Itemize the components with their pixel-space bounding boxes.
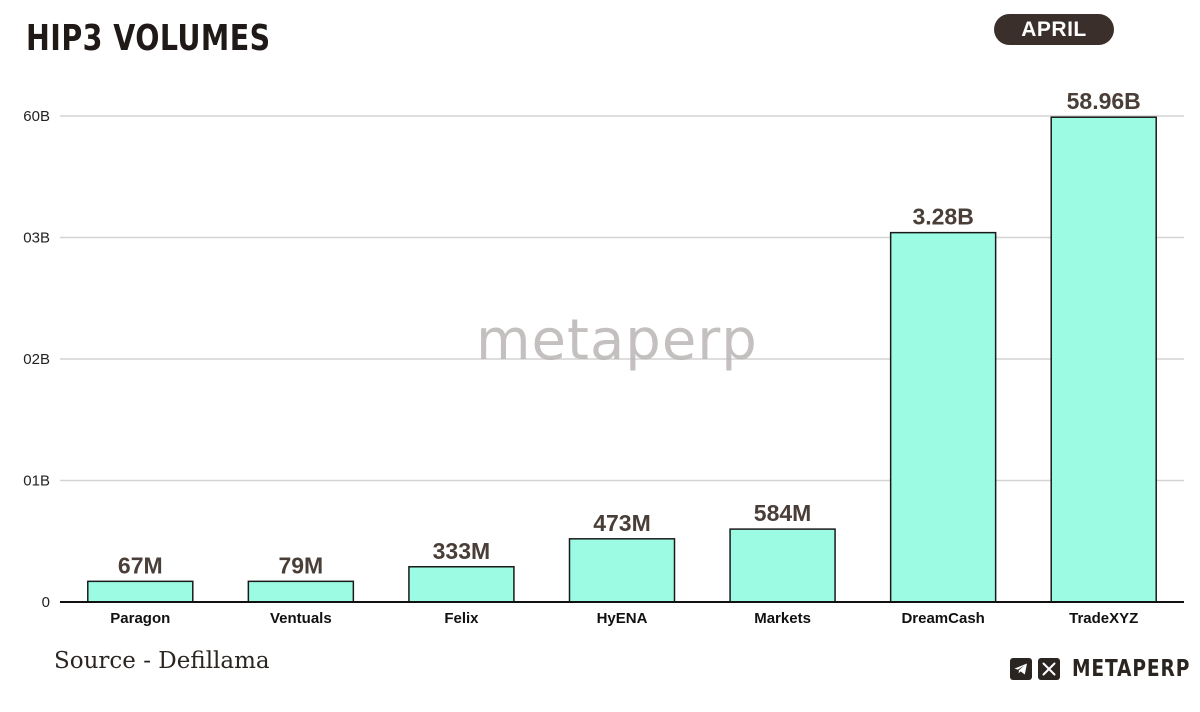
x-label-ventuals: Ventuals (270, 610, 332, 627)
x-axis-labels: Paragon Ventuals Felix HyENA Markets DreamCas… (110, 610, 1138, 627)
brand-name: METAPERP (1072, 656, 1191, 682)
bar-markets (729, 528, 836, 603)
bar-dreamcash (889, 231, 997, 603)
brand-footer: METAPERP (1010, 656, 1200, 682)
value-label-markets: 584M (754, 500, 812, 526)
x-label-dreamcash: DreamCash (901, 610, 984, 627)
bar-paragon (87, 580, 194, 603)
y-tick-label: 03B (23, 230, 50, 247)
bar-ventuals (247, 580, 355, 603)
y-tick-label: 01B (23, 473, 50, 490)
telegram-icon[interactable] (1010, 658, 1032, 680)
y-tick-label: 02B (23, 351, 50, 368)
value-label-felix: 333M (433, 538, 491, 564)
bar-tradexyz (1050, 116, 1157, 603)
x-icon[interactable] (1038, 658, 1060, 680)
bars (87, 116, 1157, 603)
x-label-tradexyz: TradeXYZ (1069, 610, 1138, 627)
value-label-tradexyz: 58.96B (1067, 88, 1141, 114)
y-tick-label: 0 (42, 594, 50, 611)
x-label-paragon: Paragon (110, 610, 170, 627)
value-label-ventuals: 79M (278, 552, 323, 578)
source-credit: Source - Defillama (54, 648, 270, 674)
watermark: metaperp (476, 308, 758, 373)
value-label-hyena: 473M (593, 510, 651, 536)
value-label-dreamcash: 3.28B (912, 204, 973, 230)
gridlines (60, 115, 1184, 482)
value-label-paragon: 67M (118, 552, 163, 578)
bar-hyena (568, 538, 676, 603)
bar-felix (408, 566, 515, 603)
y-axis-ticks: 0 01B 02B 03B 60B (23, 108, 50, 611)
x-label-markets: Markets (754, 610, 811, 627)
y-tick-label: 60B (23, 108, 50, 125)
chart-title: HIP3 VOLUMES (26, 18, 271, 59)
period-label: APRIL (1021, 17, 1087, 41)
period-badge: APRIL (994, 14, 1114, 45)
x-label-felix: Felix (444, 610, 479, 627)
bar-value-labels: 67M 79M 333M 473M 584M 3.28B 58.96B (118, 88, 1141, 578)
x-label-hyena: HyENA (597, 610, 648, 627)
bar-chart: 0 01B 02B 03B 60B 67M 79M 333M 473M 584M 3.28B 58.… (23, 88, 1184, 627)
